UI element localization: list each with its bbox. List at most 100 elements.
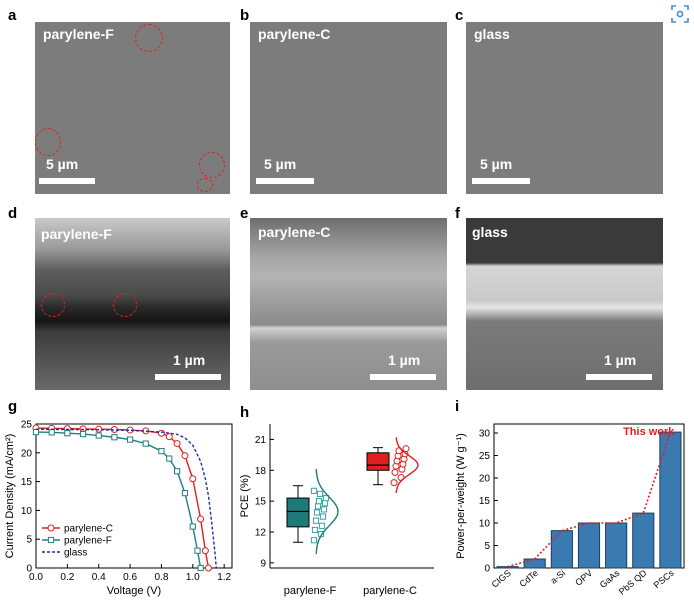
sem-label-e: parylene-C	[258, 224, 331, 240]
x-tick-label: 0.0	[29, 572, 43, 583]
y-tick-label: 15	[479, 496, 491, 507]
data-point	[390, 479, 398, 487]
series-line-parylene-F	[35, 431, 202, 569]
panel-letter-g: g	[8, 398, 18, 415]
panel-letter-e: e	[240, 205, 249, 222]
scale-label-a: 5 µm	[46, 156, 79, 172]
data-point	[318, 522, 326, 529]
y-tick-label: 30	[479, 429, 491, 440]
sem-label-c: glass	[474, 26, 510, 42]
panel-letter-a: a	[8, 7, 17, 24]
x-tick-label: 0.6	[123, 572, 137, 583]
data-point	[310, 537, 318, 544]
category-label: parylene-F	[284, 585, 337, 597]
sem-image-e: parylene-C 1 µm	[250, 218, 447, 390]
sem-image-a: parylene-F 5 µm	[35, 22, 230, 194]
scale-label-d: 1 µm	[173, 352, 206, 368]
plot-frame	[35, 423, 233, 569]
defect-circle	[113, 293, 137, 317]
data-point	[111, 434, 118, 441]
y-tick-label: 21	[255, 435, 267, 446]
box	[286, 497, 310, 528]
legend-label: parylene-F	[64, 536, 112, 547]
y-tick-label: 0	[484, 564, 490, 575]
data-point	[158, 447, 165, 455]
data-point	[314, 503, 322, 510]
scale-label-c: 5 µm	[480, 156, 513, 172]
category-label: CIGS	[490, 568, 513, 590]
category-label: OPV	[573, 568, 594, 588]
bar-PbS QD	[632, 512, 655, 569]
data-point	[316, 490, 324, 498]
data-point	[312, 517, 320, 524]
y-tick-label: 25	[21, 420, 33, 431]
legend-label: parylene-C	[64, 524, 113, 535]
scale-label-f: 1 µm	[604, 352, 637, 368]
bar-CIGS	[496, 566, 519, 569]
bar-OPV	[577, 522, 601, 569]
defect-circle	[41, 293, 65, 317]
scan-icon[interactable]	[670, 4, 690, 24]
data-point	[320, 506, 328, 513]
series-line-parylene-C	[35, 427, 210, 569]
panel-letter-c: c	[455, 7, 464, 24]
x-tick-label: 1.2	[217, 572, 231, 583]
y-tick-label: 0	[26, 564, 32, 575]
y-tick-label: 20	[21, 448, 33, 459]
jv-chart: 0.0 0.2 0.4 0.6 0.8 1.0 1.2 0 5 10 15 20 25 Voltage (…	[4, 420, 233, 597]
sem-image-f: glass 1 µm	[466, 218, 663, 390]
data-point	[311, 526, 319, 534]
scale-label-b: 5 µm	[264, 156, 297, 172]
data-point	[201, 547, 209, 555]
y-axis-label: PCE (%)	[239, 475, 251, 518]
sem-label-d: parylene-F	[41, 226, 112, 242]
category-label: PSCs	[652, 568, 676, 591]
panel-letter-b: b	[240, 7, 250, 24]
y-tick-label: 15	[255, 497, 267, 508]
sem-image-b: parylene-C 5 µm	[250, 22, 447, 194]
data-point	[402, 445, 410, 453]
category-label: GaAs	[598, 568, 622, 590]
box	[366, 452, 390, 471]
data-point	[95, 432, 102, 439]
sem-label-a: parylene-F	[43, 26, 114, 42]
data-point	[310, 487, 318, 494]
sem-image-d: parylene-F 1 µm	[35, 218, 230, 390]
bar-GaAs	[605, 522, 628, 569]
data-point	[32, 428, 40, 436]
data-point	[173, 440, 181, 448]
bar-a-Si	[550, 530, 573, 569]
panel-letter-d: d	[8, 205, 18, 222]
series-line-glass	[35, 428, 218, 569]
y-tick-label: 20	[479, 474, 491, 485]
data-point	[142, 440, 149, 447]
data-point	[165, 433, 173, 441]
data-point	[204, 564, 212, 572]
scale-label-e: 1 µm	[388, 352, 421, 368]
x-tick-label: 1.0	[186, 572, 200, 583]
data-point	[189, 523, 196, 530]
data-point	[313, 509, 321, 516]
defect-circle	[35, 128, 61, 156]
data-point	[126, 436, 134, 443]
data-point	[157, 429, 165, 437]
pce-boxplot: 9 12 15 18 21 PCE (%) parylene-F parylene-C	[239, 424, 434, 597]
y-tick-label: 15	[21, 477, 33, 488]
distribution-curve	[315, 468, 339, 554]
x-tick-label: 0.8	[154, 572, 168, 583]
x-axis-label: Voltage (V)	[107, 585, 161, 597]
defect-circle	[197, 178, 213, 192]
y-tick-label: 12	[255, 528, 267, 539]
defect-circle	[135, 24, 163, 52]
panel-letter-f: f	[455, 205, 460, 222]
data-point	[166, 455, 173, 462]
data-point	[64, 430, 71, 437]
y-tick-label: 5	[484, 541, 490, 552]
data-point	[181, 452, 189, 460]
distribution-curve	[395, 437, 419, 493]
data-point	[79, 430, 87, 438]
legend-marker	[47, 536, 55, 544]
x-tick-label: 0.4	[92, 572, 106, 583]
y-tick-label: 9	[260, 558, 266, 569]
x-tick-label: 0.2	[60, 572, 74, 583]
